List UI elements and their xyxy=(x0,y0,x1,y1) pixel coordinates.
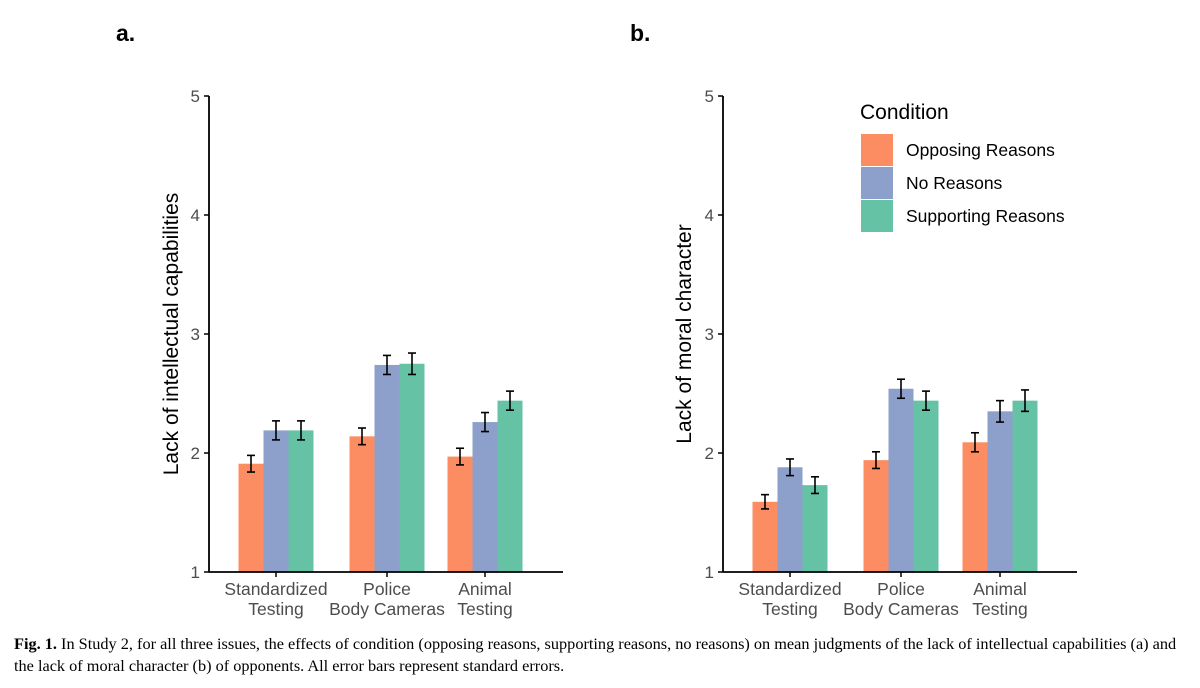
bar xyxy=(1012,400,1038,572)
x-tick-label: Testing xyxy=(248,599,303,619)
x-tick-label: Testing xyxy=(972,599,1027,619)
y-tick-label: 4 xyxy=(191,206,200,225)
caption-text: In Study 2, for all three issues, the ef… xyxy=(14,634,1177,675)
y-tick-label: 1 xyxy=(705,563,714,582)
figure-caption: Fig. 1. In Study 2, for all three issues… xyxy=(14,633,1192,677)
x-tick-label: Standardized xyxy=(738,579,841,599)
bar xyxy=(987,411,1013,572)
bar xyxy=(497,400,523,572)
y-tick-label: 1 xyxy=(191,563,200,582)
bar xyxy=(447,456,473,572)
bar xyxy=(962,442,988,572)
x-tick-label: Police xyxy=(363,579,411,599)
legend-label: Opposing Reasons xyxy=(906,140,1055,160)
y-tick-label: 5 xyxy=(191,87,200,106)
bar xyxy=(777,467,803,572)
bar xyxy=(238,463,264,572)
legend-label: Supporting Reasons xyxy=(906,206,1065,226)
x-tick-label: Testing xyxy=(457,599,512,619)
x-tick-label: Body Cameras xyxy=(843,599,959,619)
legend-swatch xyxy=(861,200,893,232)
bar xyxy=(863,460,889,572)
y-axis-title: Lack of moral character xyxy=(673,224,696,443)
x-tick-label: Police xyxy=(877,579,925,599)
legend-swatch xyxy=(861,134,893,166)
caption-label: Fig. 1. xyxy=(14,634,57,653)
bar xyxy=(472,422,498,572)
y-tick-label: 4 xyxy=(705,206,714,225)
panel-label-a: a. xyxy=(116,20,136,46)
legend-swatch xyxy=(861,167,893,199)
bar xyxy=(802,485,828,572)
bar xyxy=(399,363,425,572)
x-tick-label: Standardized xyxy=(224,579,327,599)
y-tick-label: 5 xyxy=(705,87,714,106)
bar xyxy=(752,501,778,572)
bar xyxy=(349,436,375,572)
legend-title: Condition xyxy=(860,101,949,124)
bar xyxy=(913,400,939,572)
y-tick-label: 3 xyxy=(191,325,200,344)
y-tick-label: 2 xyxy=(191,444,200,463)
x-tick-label: Animal xyxy=(458,579,512,599)
bar xyxy=(888,388,914,572)
x-tick-label: Testing xyxy=(762,599,817,619)
y-tick-label: 3 xyxy=(705,325,714,344)
bar xyxy=(263,430,289,572)
bar xyxy=(288,430,314,572)
y-tick-label: 2 xyxy=(705,444,714,463)
x-tick-label: Animal xyxy=(973,579,1027,599)
bar xyxy=(374,364,400,572)
legend-label: No Reasons xyxy=(906,173,1003,193)
x-tick-label: Body Cameras xyxy=(329,599,445,619)
y-axis-title: Lack of intellectual capabilities xyxy=(160,193,183,476)
panel-label-b: b. xyxy=(630,20,651,46)
